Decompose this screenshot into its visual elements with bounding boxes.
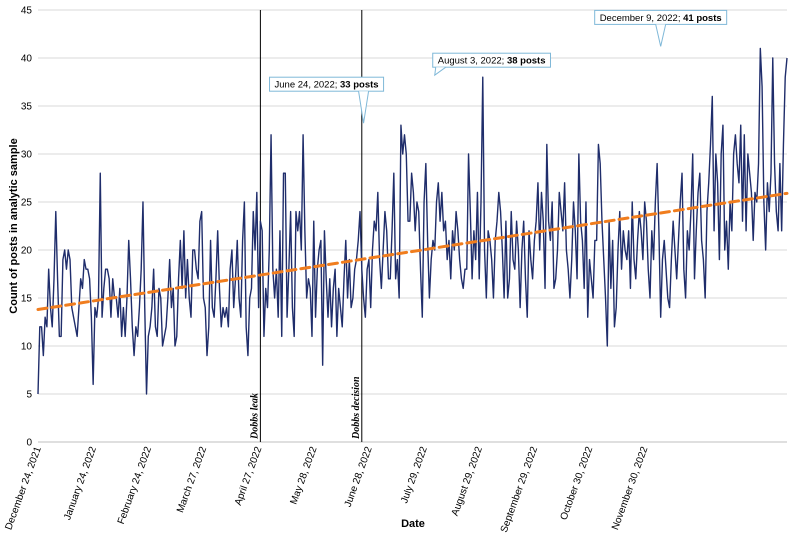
callout-value: 41 posts [683,13,722,24]
callout-pointer [358,91,370,124]
callout-text: June 24, 2022; 33 posts [275,80,379,91]
y-tick-label: 35 [21,102,33,113]
x-tick-label: August 29, 2022 [450,445,485,518]
callout-pointer [434,66,447,77]
x-tick-label: January 24, 2022 [62,445,99,522]
x-axis-title: Date [401,518,425,530]
x-tick-label: May 28, 2022 [289,445,320,506]
callout-value: 33 posts [340,80,379,91]
callout-text: August 3, 2022; 38 posts [438,56,546,67]
callout-text: December 9, 2022; 41 posts [600,13,722,24]
series-layer [36,47,789,395]
callout-box [269,76,385,92]
y-tick-label: 0 [26,438,32,449]
callout-pointer [655,24,667,47]
callout-date: December 9, 2022; [600,13,683,24]
x-tick-label: July 29, 2022 [399,445,430,505]
x-tick-label: October 30, 2022 [559,445,596,522]
y-tick-label: 30 [21,150,33,161]
y-tick-label: 15 [21,294,33,305]
daily-posts-line [37,47,788,395]
callout: June 24, 2022; 33 posts [269,76,385,124]
y-tick-label: 25 [21,198,33,209]
x-tick-label: December 24, 2021 [3,445,44,532]
y-tick-label: 5 [26,390,32,401]
x-axis-ticks: December 24, 2021 January 24, 2022 Februar… [3,445,650,534]
event-label: Dobbs leak [249,393,260,440]
x-tick-label: April 27, 2022 [233,445,265,507]
callout: December 9, 2022; 41 posts [594,9,728,47]
y-axis-ticks: 0 5 10 15 20 25 30 35 40 45 [21,6,33,449]
y-axis-title: Count of posts in analytic sample [8,138,20,313]
x-tick-label: March 27, 2022 [175,445,209,514]
callouts: June 24, 2022; 33 posts August 3, 2022; 3… [269,9,728,124]
grid-lines [38,9,787,395]
event-markers: Dobbs leak Dobbs decision [249,10,363,442]
event-label: Dobbs decision [351,376,362,440]
trend-line [36,191,789,312]
callout-date: June 24, 2022; [275,80,341,91]
callout-box [432,52,551,68]
x-tick-label: June 28, 2022 [343,445,375,509]
callout-value: 38 posts [507,56,546,67]
y-tick-label: 20 [21,246,33,257]
callout: August 3, 2022; 38 posts [432,52,551,77]
callout-date: August 3, 2022; [438,56,507,67]
x-tick-label: February 24, 2022 [116,445,154,526]
y-tick-label: 10 [21,342,33,353]
x-tick-label: September 29, 2022 [499,445,540,534]
y-tick-label: 45 [21,6,33,17]
x-tick-label: November 30, 2022 [610,445,651,532]
y-tick-label: 40 [21,54,33,65]
